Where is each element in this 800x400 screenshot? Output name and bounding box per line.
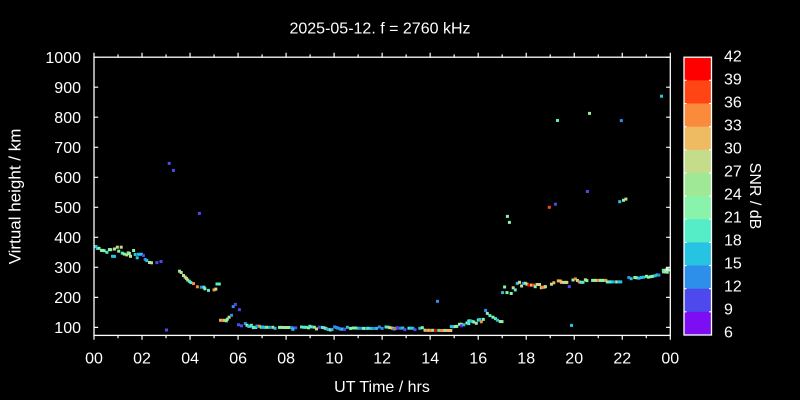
svg-text:700: 700 bbox=[54, 140, 81, 157]
svg-text:02: 02 bbox=[133, 351, 151, 368]
svg-text:12: 12 bbox=[373, 351, 391, 368]
svg-text:9: 9 bbox=[724, 301, 733, 318]
svg-text:18: 18 bbox=[517, 351, 535, 368]
svg-text:36: 36 bbox=[724, 94, 742, 111]
svg-text:06: 06 bbox=[229, 351, 247, 368]
svg-text:900: 900 bbox=[54, 80, 81, 97]
svg-text:500: 500 bbox=[54, 200, 81, 217]
svg-text:10: 10 bbox=[325, 351, 343, 368]
svg-text:22: 22 bbox=[613, 351, 631, 368]
svg-text:24: 24 bbox=[724, 186, 742, 203]
svg-text:12: 12 bbox=[724, 278, 742, 295]
svg-text:1000: 1000 bbox=[45, 50, 81, 67]
svg-text:2025-05-12. f = 2760 kHz: 2025-05-12. f = 2760 kHz bbox=[289, 21, 470, 38]
svg-text:15: 15 bbox=[724, 255, 742, 272]
svg-text:21: 21 bbox=[724, 209, 742, 226]
svg-text:18: 18 bbox=[724, 232, 742, 249]
svg-text:16: 16 bbox=[469, 351, 487, 368]
svg-text:20: 20 bbox=[565, 351, 583, 368]
svg-text:100: 100 bbox=[54, 320, 81, 337]
svg-text:SNR / dB: SNR / dB bbox=[746, 163, 763, 230]
svg-text:Virtual height / km: Virtual height / km bbox=[5, 129, 24, 265]
svg-text:42: 42 bbox=[724, 48, 742, 65]
svg-text:04: 04 bbox=[181, 351, 199, 368]
svg-text:14: 14 bbox=[421, 351, 439, 368]
svg-text:600: 600 bbox=[54, 170, 81, 187]
svg-text:27: 27 bbox=[724, 163, 742, 180]
svg-text:00: 00 bbox=[661, 351, 679, 368]
svg-text:300: 300 bbox=[54, 260, 81, 277]
svg-text:800: 800 bbox=[54, 110, 81, 127]
svg-text:200: 200 bbox=[54, 290, 81, 307]
svg-text:30: 30 bbox=[724, 140, 742, 157]
svg-text:400: 400 bbox=[54, 230, 81, 247]
svg-text:6: 6 bbox=[724, 324, 733, 341]
svg-text:00: 00 bbox=[85, 351, 103, 368]
svg-text:UT Time / hrs: UT Time / hrs bbox=[334, 379, 430, 396]
svg-text:08: 08 bbox=[277, 351, 295, 368]
svg-text:39: 39 bbox=[724, 71, 742, 88]
svg-text:33: 33 bbox=[724, 117, 742, 134]
